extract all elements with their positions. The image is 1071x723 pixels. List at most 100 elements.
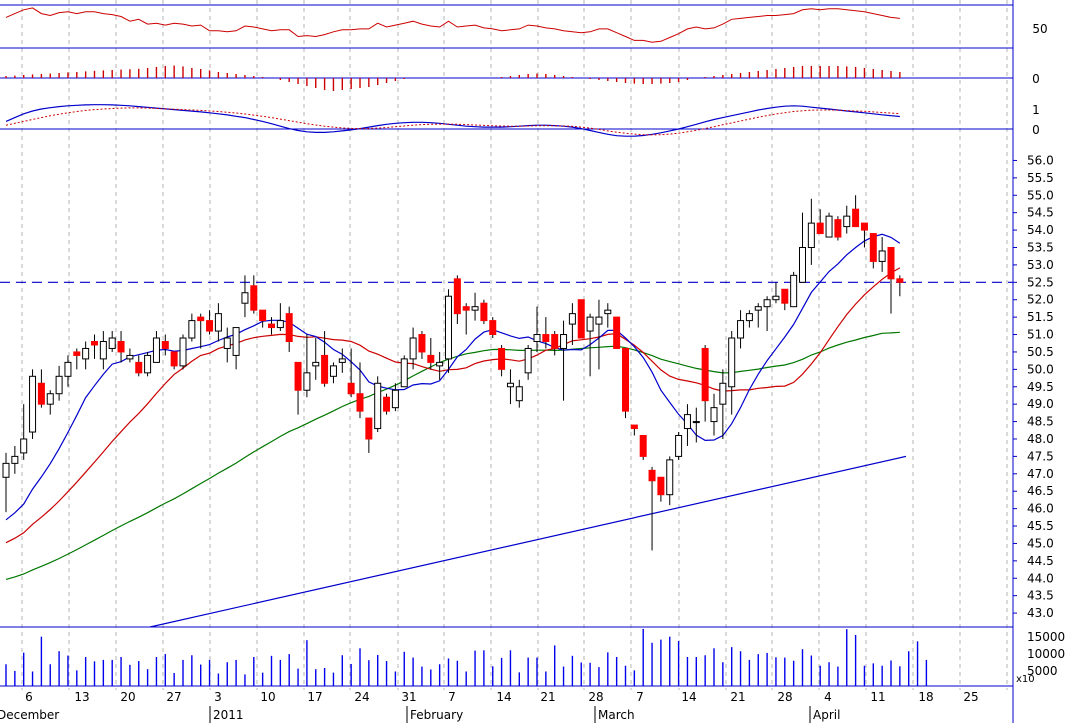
candle-body xyxy=(329,365,337,377)
candle-body xyxy=(745,313,753,322)
candle-body xyxy=(356,393,364,412)
candle-body xyxy=(285,313,293,342)
x-month-label: 2011 xyxy=(213,708,244,722)
x-day-label: 13 xyxy=(74,690,89,704)
candle-body xyxy=(91,340,98,346)
candle-body xyxy=(524,347,532,374)
x-month-label: April xyxy=(813,708,840,722)
moving-average-mid xyxy=(5,267,901,544)
candle-body xyxy=(799,246,806,283)
candle-body xyxy=(453,278,461,315)
x-day-label: 21 xyxy=(540,690,555,704)
candle-body xyxy=(816,222,824,235)
histogram-tick-label: 0 xyxy=(1032,72,1040,86)
candle-body xyxy=(108,337,116,349)
candle-body xyxy=(630,424,638,430)
x-day-label: 6 xyxy=(25,690,33,704)
candle-body xyxy=(860,222,868,231)
candle-body xyxy=(20,438,28,454)
price-tick-label: 50.0 xyxy=(1027,362,1054,376)
candle-body xyxy=(515,386,523,402)
axis-labels: 5001043.043.544.044.545.045.546.046.547.… xyxy=(0,22,1065,723)
candle-body xyxy=(152,337,160,363)
candle-body xyxy=(887,246,895,280)
candle-body xyxy=(675,435,683,457)
candle-body xyxy=(161,340,169,349)
macd-tick-label: 0 xyxy=(1032,123,1040,137)
price-tick-label: 46.5 xyxy=(1027,484,1054,498)
candle-body xyxy=(480,302,488,322)
candle-body xyxy=(878,250,886,262)
candle-body xyxy=(338,358,346,363)
price-tick-label: 51.0 xyxy=(1027,328,1054,342)
candle-body xyxy=(400,358,408,388)
price-tick-label: 48.5 xyxy=(1027,415,1054,429)
price-tick-label: 56.0 xyxy=(1027,153,1054,167)
x-month-label: March xyxy=(598,708,635,722)
price-tick-label: 54.5 xyxy=(1027,206,1054,220)
candle-body xyxy=(276,320,284,329)
candle-body xyxy=(896,278,904,283)
price-tick-label: 55.5 xyxy=(1027,171,1054,185)
macd-tick-label: 1 xyxy=(1032,103,1040,117)
volume-tick-label: 10000 xyxy=(1027,647,1065,661)
x-day-label: 20 xyxy=(120,690,135,704)
candle-body xyxy=(427,354,435,363)
candle-body xyxy=(807,222,815,248)
price-tick-label: 44.5 xyxy=(1027,554,1054,568)
volume-tick-label: 15000 xyxy=(1027,630,1065,644)
candle-body xyxy=(781,288,789,304)
candle-body xyxy=(657,476,665,496)
candle-body xyxy=(666,459,674,496)
price-tick-label: 52.5 xyxy=(1027,275,1054,289)
chart-gridlines xyxy=(21,0,1008,690)
candle-body xyxy=(533,334,541,342)
x-day-label: 21 xyxy=(730,690,745,704)
candle-body xyxy=(312,361,320,367)
candle-body xyxy=(223,337,231,349)
candle-body xyxy=(834,219,842,238)
x-day-label: 10 xyxy=(260,690,275,704)
x-day-label: 3 xyxy=(214,690,222,704)
candle-body xyxy=(241,292,249,304)
candle-body xyxy=(383,396,391,412)
moving-average-long xyxy=(5,331,900,580)
candle-body xyxy=(622,347,629,412)
price-tick-label: 50.5 xyxy=(1027,345,1054,359)
price-tick-label: 44.0 xyxy=(1027,571,1054,585)
candle-body xyxy=(409,337,417,360)
price-tick-label: 45.0 xyxy=(1027,536,1054,550)
volume-unit-label: x10 xyxy=(1016,674,1035,685)
candle-body xyxy=(719,382,727,405)
candle-body xyxy=(436,361,444,367)
signal-line xyxy=(5,107,900,136)
price-tick-label: 52.0 xyxy=(1027,293,1054,307)
volume-panel xyxy=(5,628,928,686)
price-panel xyxy=(0,195,1013,628)
candle-body xyxy=(843,215,851,228)
x-day-label: 31 xyxy=(401,690,416,704)
candle-body xyxy=(268,323,275,329)
candle-body xyxy=(489,320,497,336)
candle-body xyxy=(37,382,45,405)
x-day-label: 17 xyxy=(307,690,322,704)
candle-body xyxy=(374,382,382,430)
candle-body xyxy=(259,309,267,322)
candle-body xyxy=(568,313,576,325)
candle-body xyxy=(418,334,426,353)
candle-body xyxy=(754,306,762,311)
rsi-line xyxy=(5,7,900,43)
candle-body xyxy=(206,320,214,332)
candle-body xyxy=(506,382,514,388)
candle-body xyxy=(737,320,745,339)
candle-body xyxy=(560,334,568,349)
candle-body xyxy=(144,354,152,374)
macd-panel xyxy=(5,104,900,137)
price-tick-label: 53.0 xyxy=(1027,258,1054,272)
candle-body xyxy=(701,347,709,402)
candle-body xyxy=(55,375,63,395)
x-day-label: 27 xyxy=(166,690,181,704)
candle-body xyxy=(294,361,302,391)
x-day-label: 7 xyxy=(636,690,644,704)
x-day-label: 28 xyxy=(588,690,603,704)
